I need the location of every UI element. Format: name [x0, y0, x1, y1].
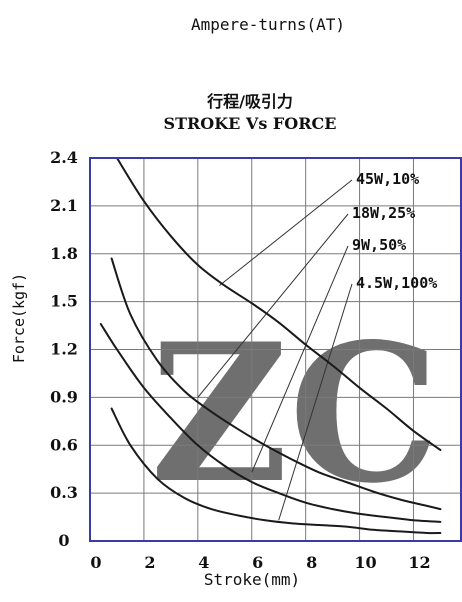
- x-tick-label: 0: [90, 553, 101, 572]
- x-tick-label: 2: [144, 553, 155, 572]
- series-labels: 45W,10% 18W,25% 9W,50% 4.5W,100%: [352, 170, 437, 292]
- x-tick-label: 4: [198, 553, 209, 572]
- y-tick-label: 1.5: [50, 292, 78, 311]
- y-tick-label: 0.9: [50, 387, 78, 406]
- series-label: 9W,50%: [352, 236, 406, 254]
- series-leader-line: [278, 283, 353, 521]
- x-tick-label: 10: [354, 553, 376, 572]
- y-tick-label: 1.2: [50, 340, 78, 359]
- y-tick-label: 0.3: [50, 483, 78, 502]
- y-axis-label: Force(kgf): [10, 273, 28, 363]
- x-axis-label: Stroke(mm): [204, 570, 300, 589]
- series-leader-line: [251, 245, 349, 473]
- ampere-turns-label: Ampere-turns(AT): [191, 15, 345, 34]
- tick-labels: 0 2 4 6 8 10 12 0 0.3 0.6 0.9 1.2 1.5 1.8 2.1 2.4: [50, 148, 431, 572]
- series-leader-line: [197, 213, 349, 398]
- chart-title-cn: 行程/吸引力: [206, 92, 293, 111]
- y-tick-label: 1.8: [50, 244, 78, 263]
- plot-frame: [89, 157, 462, 542]
- series-label: 18W,25%: [352, 204, 415, 222]
- x-tick-label: 6: [252, 553, 263, 572]
- y-tick-label: 2.1: [50, 196, 78, 215]
- x-tick-label: 8: [306, 553, 317, 572]
- label-leader-lines: [197, 179, 353, 521]
- y-tick-label: 0: [58, 531, 69, 550]
- series-line: [116, 157, 442, 451]
- series-line: [110, 257, 442, 511]
- series-lines: [99, 157, 442, 535]
- y-tick-label: 2.4: [50, 148, 78, 167]
- series-leader-line: [219, 179, 353, 287]
- series-line: [99, 323, 442, 523]
- chart-title-en: STROKE Vs FORCE: [164, 114, 337, 133]
- x-tick-label: 12: [408, 553, 430, 572]
- series-label: 45W,10%: [356, 170, 419, 188]
- series-label: 4.5W,100%: [356, 274, 437, 292]
- y-tick-label: 0.6: [50, 435, 78, 454]
- series-line: [110, 407, 442, 535]
